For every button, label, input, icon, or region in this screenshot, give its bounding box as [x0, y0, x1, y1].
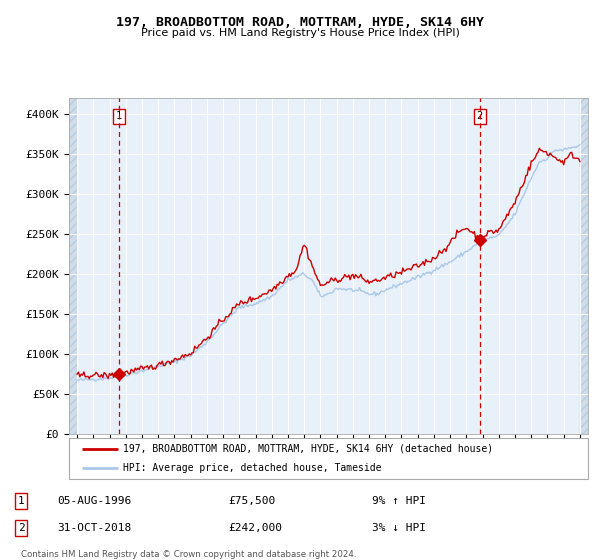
Text: 3% ↓ HPI: 3% ↓ HPI: [372, 523, 426, 533]
Text: £75,500: £75,500: [228, 496, 275, 506]
Text: Contains HM Land Registry data © Crown copyright and database right 2024.
This d: Contains HM Land Registry data © Crown c…: [21, 550, 356, 560]
Text: 05-AUG-1996: 05-AUG-1996: [57, 496, 131, 506]
Bar: [69, 98, 77, 434]
FancyBboxPatch shape: [69, 438, 588, 479]
Text: 2: 2: [476, 111, 483, 122]
Text: 31-OCT-2018: 31-OCT-2018: [57, 523, 131, 533]
Text: £242,000: £242,000: [228, 523, 282, 533]
Text: 197, BROADBOTTOM ROAD, MOTTRAM, HYDE, SK14 6HY: 197, BROADBOTTOM ROAD, MOTTRAM, HYDE, SK…: [116, 16, 484, 29]
Text: 9% ↑ HPI: 9% ↑ HPI: [372, 496, 426, 506]
Text: 1: 1: [116, 111, 122, 122]
Bar: [580, 98, 588, 434]
Text: 1: 1: [17, 496, 25, 506]
Text: HPI: Average price, detached house, Tameside: HPI: Average price, detached house, Tame…: [124, 463, 382, 473]
Text: Price paid vs. HM Land Registry's House Price Index (HPI): Price paid vs. HM Land Registry's House …: [140, 28, 460, 38]
Text: 2: 2: [17, 523, 25, 533]
Text: 197, BROADBOTTOM ROAD, MOTTRAM, HYDE, SK14 6HY (detached house): 197, BROADBOTTOM ROAD, MOTTRAM, HYDE, SK…: [124, 444, 494, 454]
